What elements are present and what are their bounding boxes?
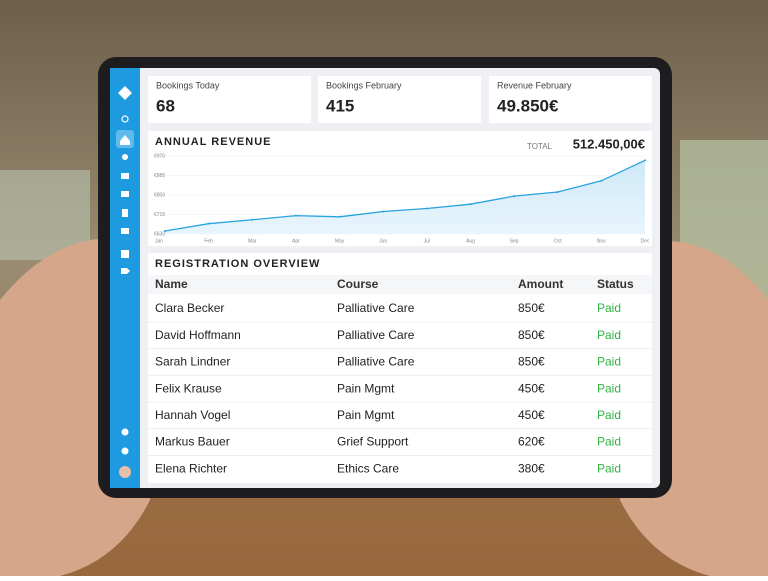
data-point (513, 195, 516, 198)
x-tick-label: Mar (248, 238, 257, 244)
card-value: 49.850€ (497, 96, 559, 115)
data-point (164, 230, 166, 233)
table-cell: Palliative Care (337, 355, 415, 369)
y-tick-label: €800 (154, 192, 165, 198)
status-cell: Paid (597, 435, 621, 449)
x-tick-label: Apr (292, 238, 300, 244)
column-header: Status (597, 277, 634, 291)
table-header-row (148, 275, 652, 294)
total-value: 512.450,00€ (573, 136, 645, 151)
column-header: Amount (518, 277, 563, 291)
money-icon[interactable] (121, 228, 129, 234)
data-point (382, 210, 385, 213)
x-tick-label: Aug (466, 238, 475, 244)
x-tick-label: Jun (379, 238, 387, 244)
x-tick-label: Nov (597, 238, 606, 244)
stat-card (489, 76, 652, 123)
table-cell: Grief Support (337, 435, 409, 449)
y-tick-label: €715 (154, 212, 165, 218)
status-cell: Paid (597, 328, 621, 342)
area-fill (165, 160, 645, 234)
avatar[interactable] (119, 466, 131, 478)
data-point (556, 191, 559, 194)
card-label: Bookings Today (156, 80, 220, 90)
table-cell: 380€ (518, 461, 545, 475)
table-cell: Clara Becker (155, 301, 224, 315)
table-cell: Pain Mgmt (337, 408, 395, 422)
home-icon[interactable] (120, 135, 130, 145)
data-point (338, 215, 341, 218)
card-value: 415 (326, 96, 354, 115)
bank-icon[interactable] (121, 250, 129, 258)
table-cell: 850€ (518, 328, 545, 342)
table-cell: 450€ (518, 408, 545, 422)
doc-icon[interactable] (122, 209, 128, 217)
table-cell: Markus Bauer (155, 435, 230, 449)
stat-card (148, 76, 311, 123)
card-label: Revenue February (497, 80, 572, 90)
data-point (469, 203, 472, 206)
total-label: TOTAL (527, 142, 553, 151)
card-label: Bookings February (326, 80, 402, 90)
logo (118, 86, 132, 100)
card-value: 68 (156, 96, 175, 115)
table-cell: 850€ (518, 355, 545, 369)
table-cell: Palliative Care (337, 301, 415, 315)
data-point (425, 207, 428, 210)
x-tick-label: Jan (155, 238, 163, 244)
status-cell: Paid (597, 355, 621, 369)
search-icon[interactable] (121, 115, 129, 123)
x-tick-label: Feb (204, 238, 213, 244)
user-icon[interactable] (122, 154, 128, 160)
table-cell: Ethics Care (337, 461, 399, 475)
revenue-line (164, 159, 646, 232)
status-cell: Paid (597, 461, 621, 475)
y-tick-label: €970 (154, 153, 165, 159)
x-tick-label: Oct (554, 238, 562, 244)
table-cell: Felix Krause (155, 381, 222, 395)
data-point (207, 222, 210, 225)
column-header: Course (337, 277, 379, 291)
help-icon[interactable] (121, 447, 129, 455)
x-tick-label: Sep (510, 238, 519, 244)
y-tick-label: €630 (154, 231, 165, 237)
table-title: REGISTRATION OVERVIEW (155, 258, 320, 270)
data-point (294, 214, 297, 217)
contacts-icon[interactable] (121, 173, 129, 179)
tag-icon[interactable] (121, 268, 130, 274)
table-cell: David Hoffmann (155, 328, 241, 342)
y-tick-label: €885 (154, 173, 165, 179)
column-header: Name (155, 277, 188, 291)
table-cell: 850€ (518, 301, 545, 315)
revenue-title: ANNUAL REVENUE (155, 136, 271, 148)
table-cell: Palliative Care (337, 328, 415, 342)
status-cell: Paid (597, 301, 621, 315)
settings-icon[interactable] (121, 428, 129, 436)
table-cell: Sarah Lindner (155, 355, 230, 369)
status-cell: Paid (597, 408, 621, 422)
table-cell: Pain Mgmt (337, 381, 395, 395)
nav-icons (119, 115, 131, 478)
x-tick-label: Dec (641, 238, 650, 244)
data-point (251, 218, 254, 221)
table-cell: 620€ (518, 435, 545, 449)
table-cell: 450€ (518, 381, 545, 395)
x-tick-label: Jul (424, 238, 430, 244)
data-point (644, 159, 646, 162)
status-cell: Paid (597, 381, 621, 395)
mail-icon[interactable] (121, 191, 129, 197)
stat-card (318, 76, 481, 123)
x-tick-label: May (335, 238, 345, 244)
table-cell: Hannah Vogel (155, 408, 230, 422)
data-point (600, 179, 603, 182)
table-cell: Elena Richter (155, 461, 227, 475)
